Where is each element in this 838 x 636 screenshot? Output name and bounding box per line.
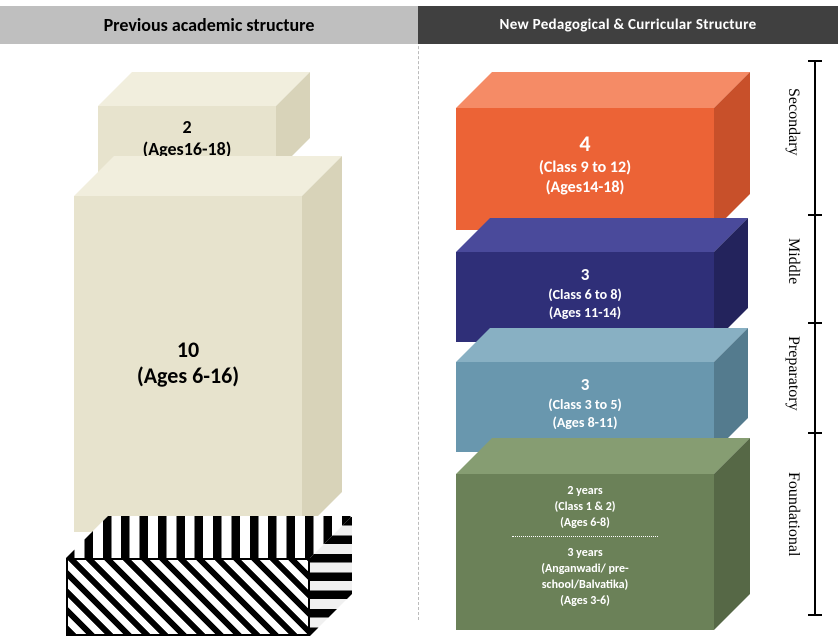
right-box-middle: 3 (Class 6 to 8) (Ages 11-14) bbox=[456, 218, 748, 342]
foundational-l1: 3 years bbox=[456, 546, 714, 561]
axis-line bbox=[814, 60, 816, 616]
right-box-preparatory: 3 (Class 3 to 5) (Ages 8-11) bbox=[456, 328, 748, 452]
stage-label-preparatory: Preparatory bbox=[784, 336, 802, 411]
axis-tick-0 bbox=[808, 60, 822, 62]
foundational-u3: (Ages 6-8) bbox=[456, 516, 714, 531]
foundational-l3: school/Balvatika) bbox=[456, 578, 714, 593]
diagram-root: Previous academic structure 2 (Ages16-18… bbox=[0, 0, 838, 630]
foundational-l2: (Anganwadi/ pre- bbox=[456, 562, 714, 577]
preparatory-line1: 3 bbox=[456, 374, 714, 395]
right-box-secondary: 4 (Class 9 to 12) (Ages14-18) bbox=[456, 72, 750, 230]
preparatory-line3: (Ages 8-11) bbox=[456, 414, 714, 432]
preparatory-line2: (Class 3 to 5) bbox=[456, 396, 714, 414]
secondary-front: 4 (Class 9 to 12) (Ages14-18) bbox=[456, 108, 714, 230]
left-box-mid-line1: 10 bbox=[74, 336, 302, 364]
right-header: New Pedagogical & Curricular Structure bbox=[418, 6, 838, 44]
foundational-topface bbox=[456, 438, 750, 474]
left-box-bottom-topface bbox=[66, 516, 352, 558]
stage-label-secondary: Secondary bbox=[784, 88, 802, 156]
left-column: Previous academic structure 2 (Ages16-18… bbox=[0, 0, 418, 630]
left-box-mid-sideface bbox=[302, 156, 342, 532]
foundational-u2: (Class 1 & 2) bbox=[456, 500, 714, 515]
secondary-line3: (Ages14-18) bbox=[456, 178, 714, 198]
left-box-mid-line2: (Ages 6-16) bbox=[74, 362, 302, 390]
left-box-bottom-front bbox=[66, 558, 310, 636]
middle-line3: (Ages 11-14) bbox=[456, 304, 714, 322]
middle-line2: (Class 6 to 8) bbox=[456, 286, 714, 304]
right-box-foundational: 2 years (Class 1 & 2) (Ages 6-8) 3 years… bbox=[456, 438, 750, 630]
foundational-front: 2 years (Class 1 & 2) (Ages 6-8) 3 years… bbox=[456, 474, 714, 630]
stage-label-foundational: Foundational bbox=[784, 472, 802, 556]
left-box-bottom bbox=[66, 516, 352, 636]
axis-tick-4 bbox=[808, 614, 822, 616]
foundational-sideface bbox=[714, 438, 750, 630]
stage-label-middle: Middle bbox=[784, 238, 802, 284]
stage-axis bbox=[804, 60, 826, 616]
foundational-l4: (Ages 3-6) bbox=[456, 594, 714, 609]
foundational-divider bbox=[512, 536, 658, 537]
axis-tick-1 bbox=[808, 214, 822, 216]
foundational-u1: 2 years bbox=[456, 484, 714, 499]
left-box-top-line1: 2 bbox=[98, 116, 276, 139]
secondary-line1: 4 bbox=[456, 130, 714, 158]
left-box-mid: 10 (Ages 6-16) bbox=[74, 156, 342, 532]
middle-topface bbox=[456, 218, 748, 252]
left-box-top-topface bbox=[98, 72, 310, 106]
axis-tick-3 bbox=[808, 432, 822, 434]
preparatory-topface bbox=[456, 328, 748, 362]
secondary-topface bbox=[456, 72, 750, 108]
right-column: New Pedagogical & Curricular Structure 4… bbox=[418, 0, 838, 630]
middle-line1: 3 bbox=[456, 264, 714, 285]
secondary-line2: (Class 9 to 12) bbox=[456, 158, 714, 178]
axis-tick-2 bbox=[808, 322, 822, 324]
left-header: Previous academic structure bbox=[0, 6, 418, 44]
left-box-mid-front: 10 (Ages 6-16) bbox=[74, 196, 302, 532]
left-box-mid-topface bbox=[74, 156, 342, 196]
